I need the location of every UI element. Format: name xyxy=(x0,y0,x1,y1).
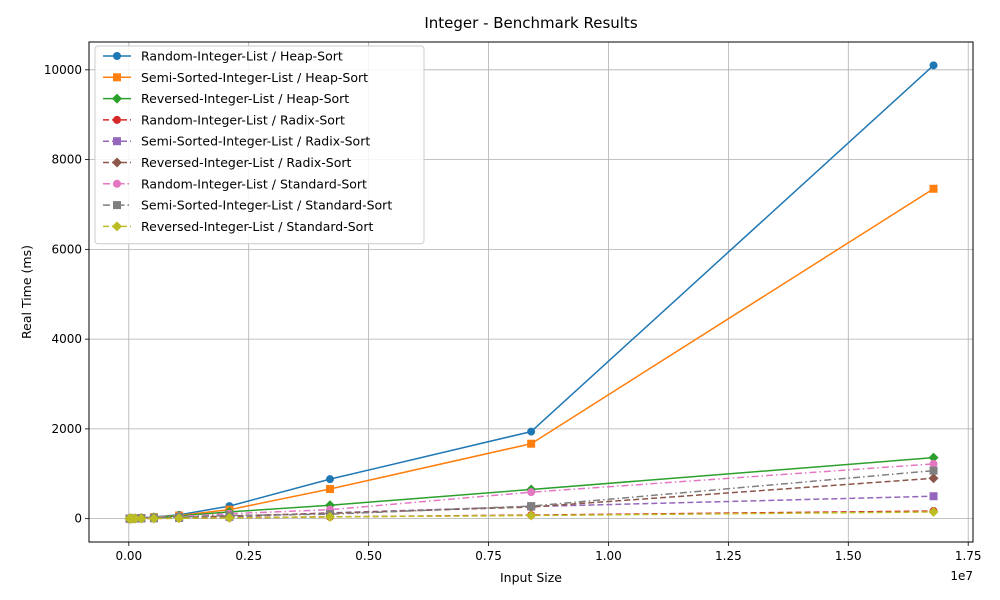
legend-item: Random-Integer-List / Heap-Sort xyxy=(103,49,343,64)
legend: Random-Integer-List / Heap-Sort Semi-Sort… xyxy=(94,45,425,245)
data-point xyxy=(929,61,938,70)
x-tick-label: 0.00 xyxy=(115,549,142,563)
data-point xyxy=(325,485,334,494)
data-point xyxy=(136,513,147,524)
legend-label: Random-Integer-List / Heap-Sort xyxy=(141,49,343,64)
y-axis-label: Real Time (ms) xyxy=(19,245,34,339)
y-tick-label: 10000 xyxy=(44,63,82,77)
legend-item: Random-Integer-List / Standard-Sort xyxy=(103,176,367,191)
data-point xyxy=(527,488,536,497)
legend-item: Semi-Sorted-Integer-List / Radix-Sort xyxy=(103,134,370,149)
data-point xyxy=(174,513,185,524)
x-tick-label: 1.50 xyxy=(835,549,862,563)
legend-marker xyxy=(112,93,122,104)
data-point xyxy=(928,473,939,484)
data-point xyxy=(929,184,938,193)
x-axis-label: Input Size xyxy=(500,570,562,585)
data-point xyxy=(928,506,939,517)
legend-label: Reversed-Integer-List / Heap-Sort xyxy=(141,91,349,106)
legend-label: Reversed-Integer-List / Standard-Sort xyxy=(141,219,373,234)
data-point xyxy=(527,427,536,436)
y-tick-label: 4000 xyxy=(51,332,82,346)
data-point xyxy=(929,492,938,501)
plot-frame xyxy=(88,41,974,543)
x-tick-label: 0.50 xyxy=(355,549,382,563)
chart-title: Integer - Benchmark Results xyxy=(424,14,637,32)
legend-marker xyxy=(113,73,121,82)
legend-marker xyxy=(112,221,122,232)
y-tick-label: 0 xyxy=(74,512,82,526)
data-point xyxy=(527,439,536,448)
legend-box xyxy=(94,45,425,245)
legend-marker xyxy=(113,179,121,188)
data-point xyxy=(928,452,939,463)
legend-item: Reversed-Integer-List / Heap-Sort xyxy=(103,91,349,106)
legend-marker xyxy=(113,115,121,124)
x-tick-label: 1.75 xyxy=(955,549,982,563)
legend-label: Reversed-Integer-List / Radix-Sort xyxy=(141,155,351,170)
legend-label: Random-Integer-List / Radix-Sort xyxy=(141,112,345,127)
legend-item: Reversed-Integer-List / Radix-Sort xyxy=(103,155,351,170)
axis-ticks: 0.00 0.25 0.50 0.75 1.00 1.25 1.50 1.75 0 2000 400… xyxy=(44,63,982,563)
data-point xyxy=(130,513,141,524)
x-tick-label: 1.25 xyxy=(715,549,742,563)
legend-item: Random-Integer-List / Radix-Sort xyxy=(103,112,345,127)
legend-item: Reversed-Integer-List / Standard-Sort xyxy=(103,219,373,234)
legend-label: Random-Integer-List / Standard-Sort xyxy=(141,176,367,191)
legend-marker xyxy=(113,201,121,210)
data-point xyxy=(527,502,536,511)
legend-marker xyxy=(112,157,122,168)
data-point xyxy=(929,466,938,475)
legend-item: Semi-Sorted-Integer-List / Heap-Sort xyxy=(103,70,368,85)
x-tick-label: 1.00 xyxy=(595,549,622,563)
data-point xyxy=(526,510,537,521)
series-9 xyxy=(124,506,939,524)
y-tick-label: 6000 xyxy=(51,242,82,256)
series-layer xyxy=(124,61,939,524)
legend-label: Semi-Sorted-Integer-List / Radix-Sort xyxy=(141,134,370,149)
legend-marker xyxy=(113,137,121,146)
y-tick-label: 8000 xyxy=(51,153,82,167)
data-point xyxy=(324,511,335,522)
x-tick-label: 0.25 xyxy=(235,549,262,563)
data-point xyxy=(148,513,159,524)
data-point xyxy=(224,512,235,523)
x-axis-offset-label: 1e7 xyxy=(950,569,973,583)
y-tick-label: 2000 xyxy=(51,422,82,436)
data-point xyxy=(929,459,938,468)
legend-marker xyxy=(113,52,121,60)
x-tick-label: 0.75 xyxy=(475,549,502,563)
data-point xyxy=(325,475,334,484)
legend-label: Semi-Sorted-Integer-List / Standard-Sort xyxy=(141,198,392,213)
legend-label: Semi-Sorted-Integer-List / Heap-Sort xyxy=(141,70,368,85)
legend-item: Semi-Sorted-Integer-List / Standard-Sort xyxy=(103,198,392,213)
